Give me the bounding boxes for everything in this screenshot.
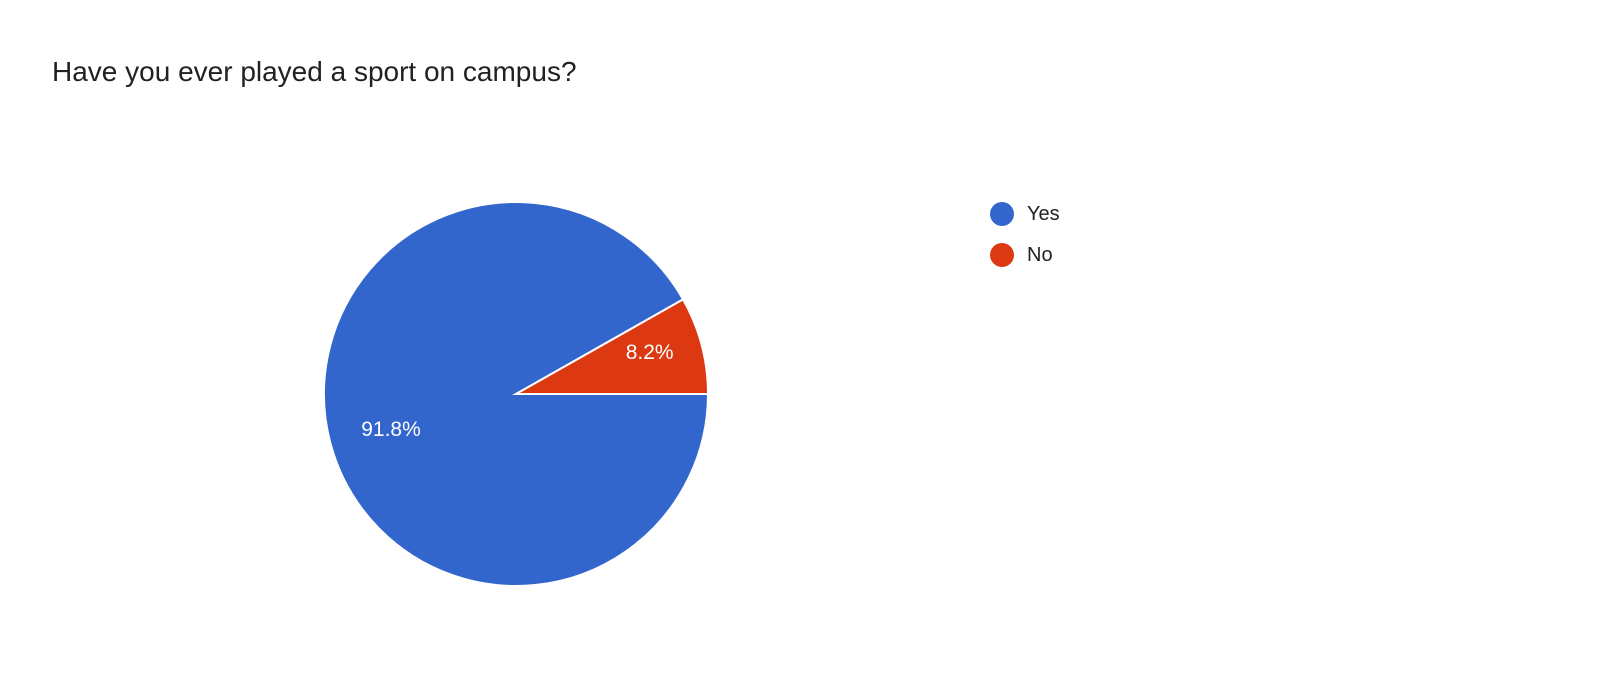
data-label-no: 8.2% xyxy=(626,341,674,364)
legend-item-no[interactable]: No xyxy=(990,243,1053,267)
legend-swatch-yes xyxy=(990,202,1014,226)
legend-label-yes: Yes xyxy=(1027,202,1060,225)
data-label-yes: 91.8% xyxy=(361,418,421,441)
chart-title: Have you ever played a sport on campus? xyxy=(52,56,577,87)
legend-swatch-no xyxy=(990,243,1014,267)
legend-label-no: No xyxy=(1027,243,1053,266)
pie-slice-no[interactable] xyxy=(512,298,710,395)
legend-item-yes[interactable]: Yes xyxy=(990,202,1060,226)
